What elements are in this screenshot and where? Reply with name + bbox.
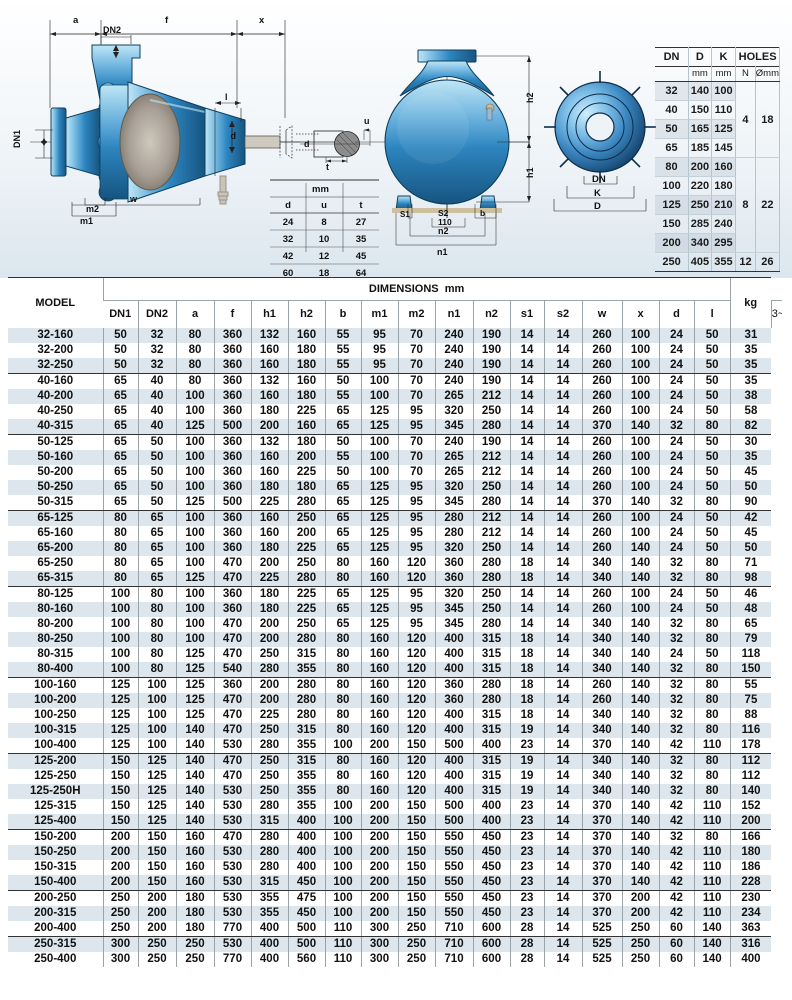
svg-text:d: d: [304, 139, 310, 149]
svg-text:mm: mm: [312, 184, 329, 195]
svg-text:42: 42: [283, 251, 294, 262]
svg-text:8: 8: [321, 217, 326, 228]
svg-text:h1: h1: [525, 167, 535, 178]
svg-text:a: a: [73, 15, 79, 26]
svg-text:S2: S2: [438, 208, 449, 218]
svg-text:DN1: DN1: [12, 130, 22, 148]
svg-text:35: 35: [356, 234, 367, 245]
svg-text:p: p: [230, 132, 236, 142]
svg-text:32: 32: [283, 234, 294, 245]
svg-text:w: w: [129, 194, 138, 204]
svg-text:h2: h2: [525, 92, 535, 103]
svg-text:27: 27: [356, 217, 367, 228]
svg-text:24: 24: [283, 217, 294, 228]
svg-text:n1: n1: [437, 247, 448, 257]
svg-text:b: b: [480, 208, 485, 218]
svg-text:S1: S1: [400, 210, 410, 219]
svg-text:D: D: [594, 201, 601, 212]
svg-text:K: K: [594, 188, 601, 199]
svg-text:l: l: [225, 92, 228, 102]
svg-text:m1: m1: [80, 216, 93, 226]
svg-text:u: u: [321, 200, 327, 211]
svg-text:45: 45: [356, 251, 367, 262]
svg-text:m2: m2: [86, 204, 99, 214]
svg-text:u: u: [364, 116, 370, 126]
svg-text:x: x: [259, 15, 265, 26]
svg-text:DN2: DN2: [103, 25, 121, 35]
svg-text:f: f: [165, 15, 169, 26]
svg-text:t: t: [359, 200, 363, 211]
svg-text:DN: DN: [592, 174, 606, 185]
svg-text:10: 10: [319, 234, 330, 245]
svg-text:n2: n2: [438, 226, 449, 236]
svg-text:12: 12: [319, 251, 330, 262]
svg-text:t: t: [326, 162, 329, 172]
svg-text:d: d: [285, 200, 291, 211]
svg-text:110: 110: [438, 217, 452, 227]
